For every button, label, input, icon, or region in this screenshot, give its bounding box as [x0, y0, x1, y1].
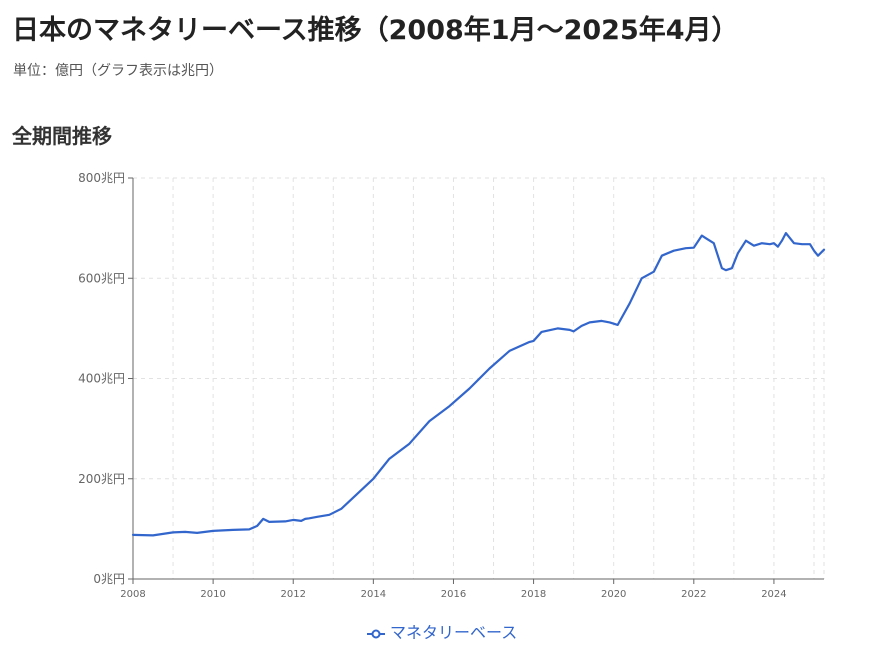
- y-tick-label: 0兆円: [93, 572, 125, 586]
- y-tick-label: 200兆円: [78, 472, 125, 486]
- x-tick-label: 2012: [281, 589, 306, 600]
- chart-grid: [133, 177, 825, 579]
- unit-subtitle: 単位：億円（グラフ表示は兆円）: [13, 63, 223, 79]
- x-tick-label: 2022: [681, 589, 706, 600]
- legend[interactable]: マネタリーベース: [367, 619, 517, 643]
- y-tick-label: 800兆円: [78, 171, 125, 185]
- section-title: 全期間推移: [12, 124, 112, 148]
- x-tick-label: 2008: [120, 589, 145, 600]
- line-circle-marker-icon: [367, 625, 385, 639]
- series-line-monetary-base: [131, 232, 826, 537]
- y-axis-ticks: 0兆円 200兆円 400兆円 600兆円 800兆円: [78, 171, 133, 586]
- x-tick-label: 2024: [761, 589, 786, 600]
- page-title: 日本のマネタリーベース推移（2008年1月～2025年4月）: [12, 15, 739, 46]
- x-tick-label: 2010: [200, 589, 225, 600]
- x-tick-label: 2018: [521, 589, 546, 600]
- x-tick-label: 2014: [361, 589, 386, 600]
- y-tick-label: 600兆円: [78, 271, 125, 285]
- x-tick-label: 2016: [441, 589, 466, 600]
- x-tick-label: 2020: [601, 589, 626, 600]
- x-axis-ticks: 2008 2010 2012 2014 2016 2018 2020 2022 2024: [120, 579, 787, 600]
- y-tick-label: 400兆円: [78, 372, 125, 386]
- series-group: [131, 232, 826, 537]
- legend-label: マネタリーベース: [390, 623, 518, 642]
